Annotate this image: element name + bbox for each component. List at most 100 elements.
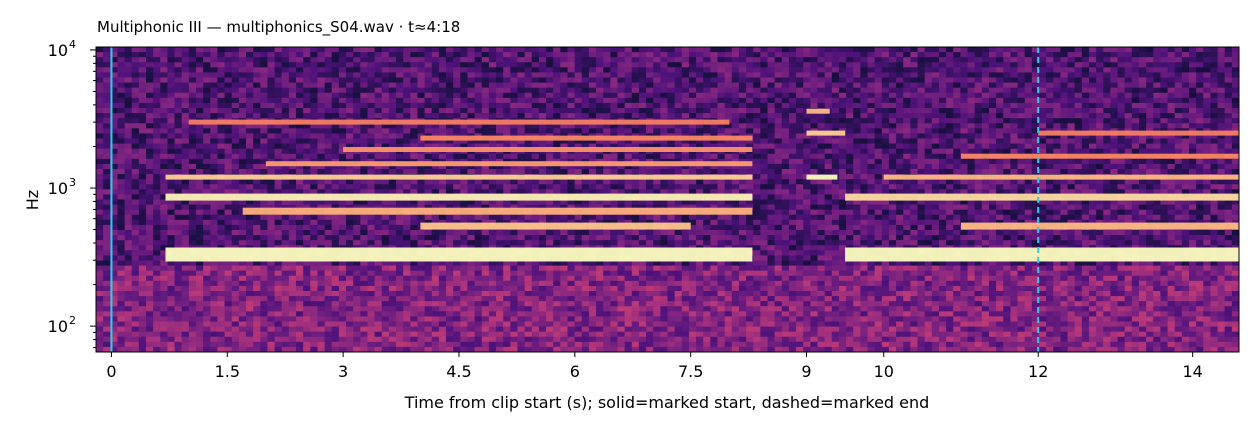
spectrogram-cell (288, 316, 297, 323)
spectrogram-cell (681, 128, 690, 135)
spectrogram-cell (260, 102, 269, 109)
spectrogram-cell (224, 128, 233, 135)
spectrogram-cell (317, 346, 326, 352)
spectrogram-cell (96, 331, 104, 338)
spectrogram-cell (488, 184, 497, 190)
spectrogram-cell (396, 321, 404, 328)
spectrogram-cell (496, 346, 504, 352)
spectrogram-cell (660, 321, 669, 328)
spectrogram-cell (517, 326, 526, 333)
spectrogram-cell (338, 133, 347, 140)
spectrogram-cell (231, 102, 240, 109)
spectrogram-cell (117, 306, 126, 312)
spectrogram-cell (403, 219, 411, 226)
spectrogram-cell (288, 169, 297, 175)
spectrogram-cell (638, 184, 647, 190)
spectrogram-cell (160, 128, 169, 135)
spectrogram-cell (146, 209, 154, 216)
spectrogram-cell (146, 341, 154, 348)
spectrogram-cell (174, 92, 183, 99)
spectrogram-cell (681, 291, 690, 297)
spectrogram-cell (210, 163, 219, 170)
spectrogram-cell (203, 62, 211, 68)
spectrogram-cell (253, 128, 261, 135)
spectrogram-cell (124, 123, 133, 129)
spectrogram-cell (124, 158, 133, 165)
spectrogram-cell (667, 235, 676, 241)
spectrogram-cell (560, 52, 569, 58)
spectrogram-cell (374, 285, 383, 292)
spectrogram-cell (431, 280, 440, 287)
spectrogram-cell (403, 82, 411, 89)
spectrogram-cell (103, 199, 111, 206)
spectrogram-cell (317, 230, 326, 236)
spectrogram-cell (381, 235, 390, 241)
spectrogram-cell (681, 179, 690, 185)
spectrogram-cell (238, 321, 247, 328)
spectrogram-cell (296, 92, 304, 99)
spectrogram-cell (246, 148, 254, 155)
spectrogram-cell (296, 143, 304, 150)
spectrogram-cell (253, 296, 261, 302)
spectrogram-cell (567, 331, 576, 338)
spectrogram-cell (638, 346, 647, 352)
spectrogram-cell (446, 341, 454, 348)
spectrogram-cell (517, 331, 526, 338)
spectrogram-cell (588, 296, 597, 302)
spectrogram-cell (574, 67, 583, 74)
spectrogram-cell (617, 346, 626, 352)
spectrogram-cell (467, 311, 476, 318)
spectrogram-cell (396, 102, 404, 109)
spectrogram-cell (303, 346, 311, 352)
spectrogram-cell (388, 306, 397, 312)
spectrogram-cell (460, 67, 469, 74)
spectrogram-cell (246, 235, 254, 241)
spectrogram-cell (181, 214, 190, 221)
spectrogram-cell (138, 275, 147, 282)
spectrogram-cell (117, 158, 126, 165)
spectrogram-cell (610, 87, 619, 94)
spectrogram-cell (296, 82, 304, 89)
spectrogram-cell (381, 306, 390, 312)
spectrogram-cell (674, 102, 683, 109)
spectrogram-cell (488, 265, 497, 272)
spectrogram-cell (296, 240, 304, 246)
spectrogram-cell (146, 133, 154, 140)
spectrogram-cell (510, 321, 519, 328)
spectrogram-cell (681, 346, 690, 352)
spectrogram-cell (438, 62, 447, 68)
spectrogram-cell (467, 67, 476, 74)
spectrogram-cell (274, 52, 283, 58)
spectrogram-cell (638, 240, 647, 246)
spectrogram-cell (138, 199, 147, 206)
spectrogram-cell (181, 326, 190, 333)
spectrogram-cell (674, 260, 683, 267)
spectrogram-cell (124, 326, 133, 333)
spectrogram-cell (667, 143, 676, 150)
spectrogram-cell (253, 163, 261, 170)
spectrogram-cell (581, 341, 590, 348)
spectrogram-cell (167, 311, 176, 318)
spectrogram-cell (274, 62, 283, 68)
spectrogram-cell (438, 214, 447, 221)
spectrogram-cell (224, 291, 233, 297)
spectrogram-cell (167, 118, 176, 124)
spectrogram-cell (574, 285, 583, 292)
spectrogram-cell (196, 67, 204, 74)
spectrogram-cell (510, 72, 519, 79)
spectrogram-cell (388, 311, 397, 318)
spectrogram-cell (96, 47, 104, 53)
spectrogram-cell (596, 331, 604, 338)
spectrogram-cell (317, 128, 326, 135)
spectrogram-cell (446, 346, 454, 352)
spectrogram-cell (288, 143, 297, 150)
spectrogram-cell (403, 301, 411, 307)
spectrogram-cell (160, 123, 169, 129)
spectrogram-cell (138, 194, 147, 201)
spectrogram-cell (124, 265, 133, 272)
spectrogram-cell (367, 67, 376, 74)
spectrogram-cell (581, 77, 590, 84)
spectrogram-cell (674, 47, 683, 53)
spectrogram-cell (474, 62, 483, 68)
spectrogram-cell (517, 189, 526, 196)
